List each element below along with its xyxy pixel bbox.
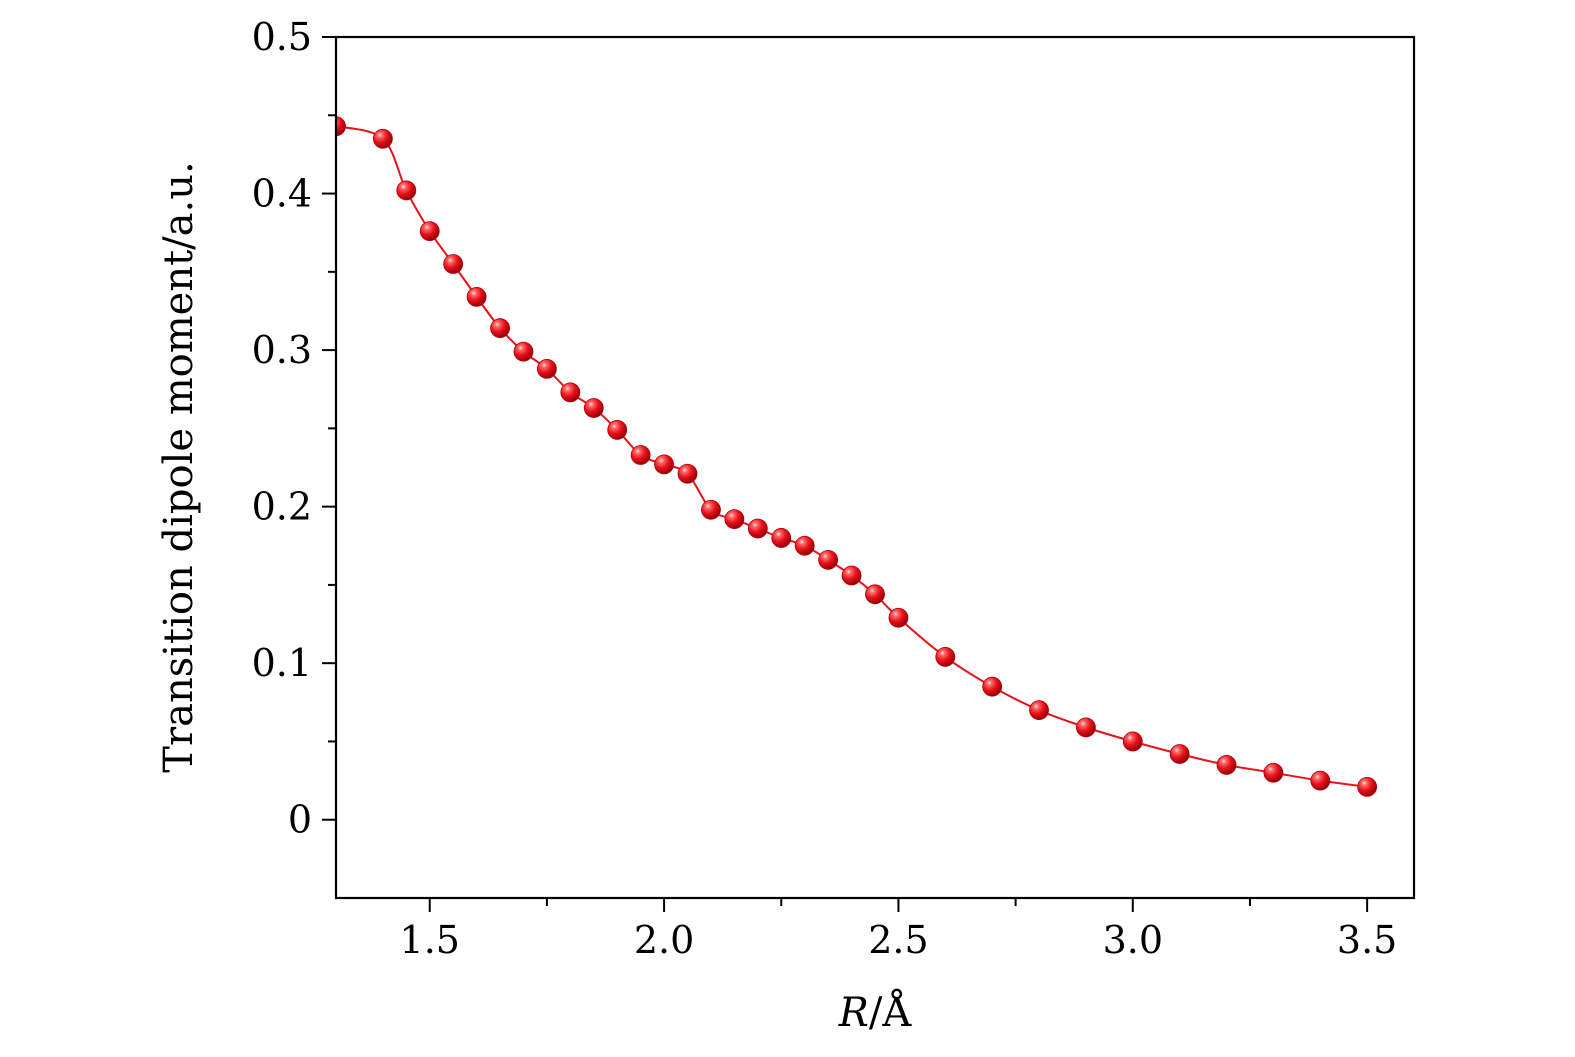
x-tick-label: 3.0 bbox=[1103, 918, 1163, 962]
data-point bbox=[513, 341, 534, 362]
data-point bbox=[935, 647, 956, 667]
series-line bbox=[336, 125, 1368, 788]
x-tick-label: 3.5 bbox=[1337, 918, 1397, 962]
data-point bbox=[396, 180, 417, 201]
data-point bbox=[1216, 755, 1237, 775]
data-point bbox=[818, 549, 839, 570]
y-axis-title: Transition dipole moment/a.u. bbox=[156, 161, 202, 772]
data-point bbox=[654, 454, 674, 475]
data-point bbox=[677, 463, 698, 484]
data-point bbox=[630, 445, 651, 465]
data-point bbox=[490, 318, 510, 339]
plot-frame bbox=[334, 35, 1416, 900]
y-tick-label: 0.5 bbox=[252, 15, 312, 59]
data-point bbox=[1122, 731, 1143, 752]
y-tick-label: 0.3 bbox=[252, 328, 312, 372]
data-point bbox=[1029, 700, 1049, 721]
data-point bbox=[1263, 762, 1284, 783]
data-point bbox=[466, 286, 487, 307]
x-axis-variable: R bbox=[838, 990, 869, 1036]
x-tick-label: 1.5 bbox=[400, 918, 460, 962]
data-point bbox=[372, 128, 393, 149]
data-point bbox=[982, 676, 1003, 697]
x-axis-unit: /Å bbox=[869, 989, 912, 1036]
data-point bbox=[336, 116, 346, 137]
y-tick-label: 0.2 bbox=[252, 485, 312, 529]
data-point bbox=[701, 499, 721, 520]
data-point bbox=[1310, 770, 1331, 791]
y-tick-label: 0.4 bbox=[252, 172, 312, 216]
data-point bbox=[1169, 744, 1190, 764]
data-point bbox=[419, 221, 440, 242]
data-point bbox=[560, 382, 581, 403]
data-point bbox=[865, 584, 885, 605]
data-point bbox=[888, 607, 909, 628]
data-point bbox=[1076, 717, 1096, 738]
data-point bbox=[794, 535, 815, 556]
data-point bbox=[443, 254, 464, 274]
x-axis-title: R/Å bbox=[838, 989, 913, 1036]
x-tick-label: 2.0 bbox=[634, 918, 694, 962]
x-tick-label: 2.5 bbox=[868, 918, 928, 962]
data-point bbox=[607, 420, 628, 440]
data-point bbox=[841, 565, 862, 586]
data-point bbox=[1357, 776, 1378, 797]
data-point bbox=[771, 528, 792, 548]
data-point bbox=[724, 509, 745, 530]
y-tick-label: 0 bbox=[288, 798, 312, 842]
data-series bbox=[336, 116, 1378, 797]
data-point bbox=[537, 358, 557, 379]
data-point bbox=[747, 518, 768, 539]
data-point bbox=[583, 398, 604, 418]
axis-ticks: 1.5 2.0 2.5 3.0 3.5 0 0.1 0.2 0.3 0.4 0.5 bbox=[252, 15, 1398, 962]
y-tick-label: 0.1 bbox=[252, 641, 312, 685]
